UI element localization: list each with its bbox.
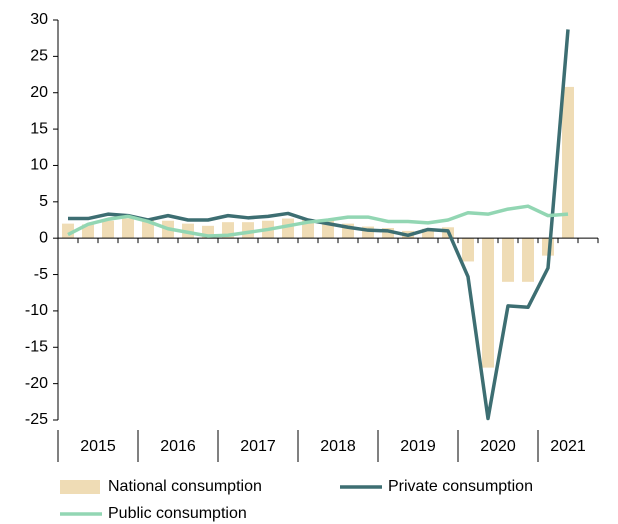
y-tick-label: -15 [25, 338, 48, 355]
y-tick-label: -5 [34, 266, 48, 283]
bar [522, 238, 534, 282]
legend-swatch [60, 480, 100, 494]
x-tick-label: 2017 [240, 438, 276, 455]
x-tick-label: 2016 [160, 438, 196, 455]
bar [382, 228, 394, 239]
y-tick-label: 5 [39, 193, 48, 210]
line [67, 204, 569, 238]
legend-label: National consumption [108, 478, 262, 495]
y-tick-label: 25 [30, 48, 48, 65]
x-tick-label: 2021 [550, 438, 586, 455]
y-tick-label: -25 [25, 411, 48, 428]
bar [362, 226, 374, 239]
y-tick-label: 30 [30, 11, 48, 28]
x-tick-label: 2020 [480, 438, 516, 455]
legend-label: Public consumption [108, 505, 247, 522]
bar [462, 238, 474, 262]
y-tick-label: 20 [30, 84, 48, 101]
y-tick-label: 15 [30, 120, 48, 137]
bar [102, 220, 114, 239]
x-tick-label: 2015 [80, 438, 116, 455]
bar [482, 238, 494, 368]
bar [422, 228, 434, 239]
y-tick-label: 0 [39, 229, 48, 246]
y-tick-label: -10 [25, 302, 48, 319]
bar [562, 86, 574, 239]
y-tick-label: -20 [25, 375, 48, 392]
bar [122, 218, 134, 239]
bar [502, 238, 514, 282]
legend-label: Private consumption [388, 478, 533, 495]
y-tick-label: 10 [30, 157, 48, 174]
bar [282, 218, 294, 239]
x-tick-label: 2018 [320, 438, 356, 455]
x-tick-label: 2019 [400, 438, 436, 455]
bar [142, 220, 154, 239]
